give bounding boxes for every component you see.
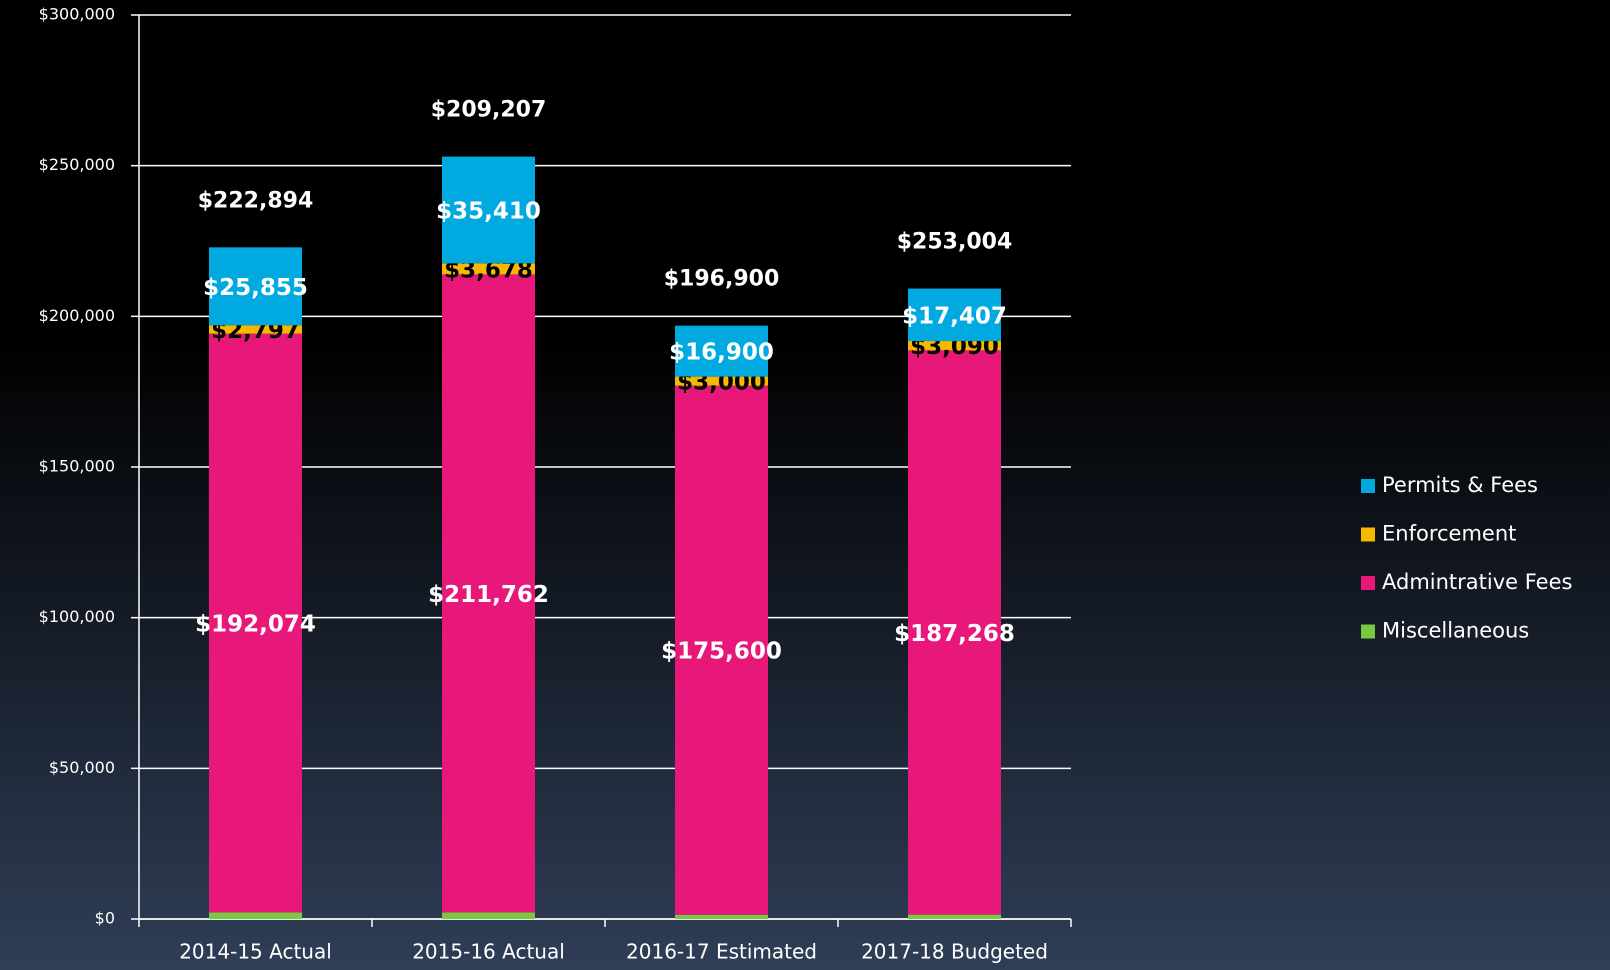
legend-swatch — [1361, 576, 1375, 590]
bar-segment — [908, 350, 1001, 915]
bar-segment — [209, 912, 302, 919]
total-label: $209,207 — [431, 98, 547, 123]
bar-segment — [675, 376, 768, 386]
data-label: $17,407 — [902, 303, 1007, 329]
legend-label: Admintrative Fees — [1382, 570, 1572, 594]
bar-segment — [675, 914, 768, 919]
data-label: $25,855 — [203, 275, 308, 301]
y-tick-label: $300,000 — [39, 5, 115, 24]
data-label: $16,900 — [669, 340, 774, 366]
legend-swatch — [1361, 527, 1375, 542]
x-tick-label: 2016-17 Estimated — [626, 940, 817, 964]
y-tick-label: $150,000 — [39, 457, 115, 476]
data-label: $211,762 — [428, 582, 549, 608]
bar-segment — [908, 914, 1001, 919]
x-tick-label: 2015-16 Actual — [412, 940, 565, 964]
data-label: $192,074 — [195, 612, 316, 638]
legend-swatch — [1361, 624, 1375, 639]
total-label: $196,900 — [664, 267, 780, 292]
legend-label: Permits & Fees — [1382, 473, 1538, 497]
legend-swatch — [1361, 479, 1375, 493]
total-label: $253,004 — [897, 230, 1013, 255]
data-label: $35,410 — [436, 198, 541, 224]
x-tick-label: 2017-18 Budgeted — [861, 940, 1048, 964]
bar-segment — [675, 385, 768, 915]
bar-segment — [442, 156, 535, 264]
y-tick-label: $0 — [95, 909, 115, 928]
bar-segment — [442, 263, 535, 275]
bar-segment — [908, 288, 1001, 342]
data-label: $175,600 — [661, 639, 782, 665]
data-label: $187,268 — [894, 621, 1015, 647]
legend-label: Enforcement — [1382, 522, 1516, 546]
x-tick-label: 2014-15 Actual — [179, 940, 332, 964]
bar-segment — [442, 912, 535, 919]
y-tick-label: $200,000 — [39, 306, 115, 325]
y-tick-label: $250,000 — [39, 155, 115, 174]
y-tick-label: $50,000 — [49, 758, 115, 777]
bar-segment — [442, 274, 535, 913]
bar-segment — [908, 341, 1001, 351]
bar-segment — [675, 325, 768, 377]
legend-label: Miscellaneous — [1382, 619, 1529, 643]
y-tick-label: $100,000 — [39, 607, 115, 626]
bar-segment — [209, 325, 302, 334]
bar-segment — [209, 247, 302, 326]
bar-segment — [209, 333, 302, 913]
total-label: $222,894 — [198, 188, 314, 213]
